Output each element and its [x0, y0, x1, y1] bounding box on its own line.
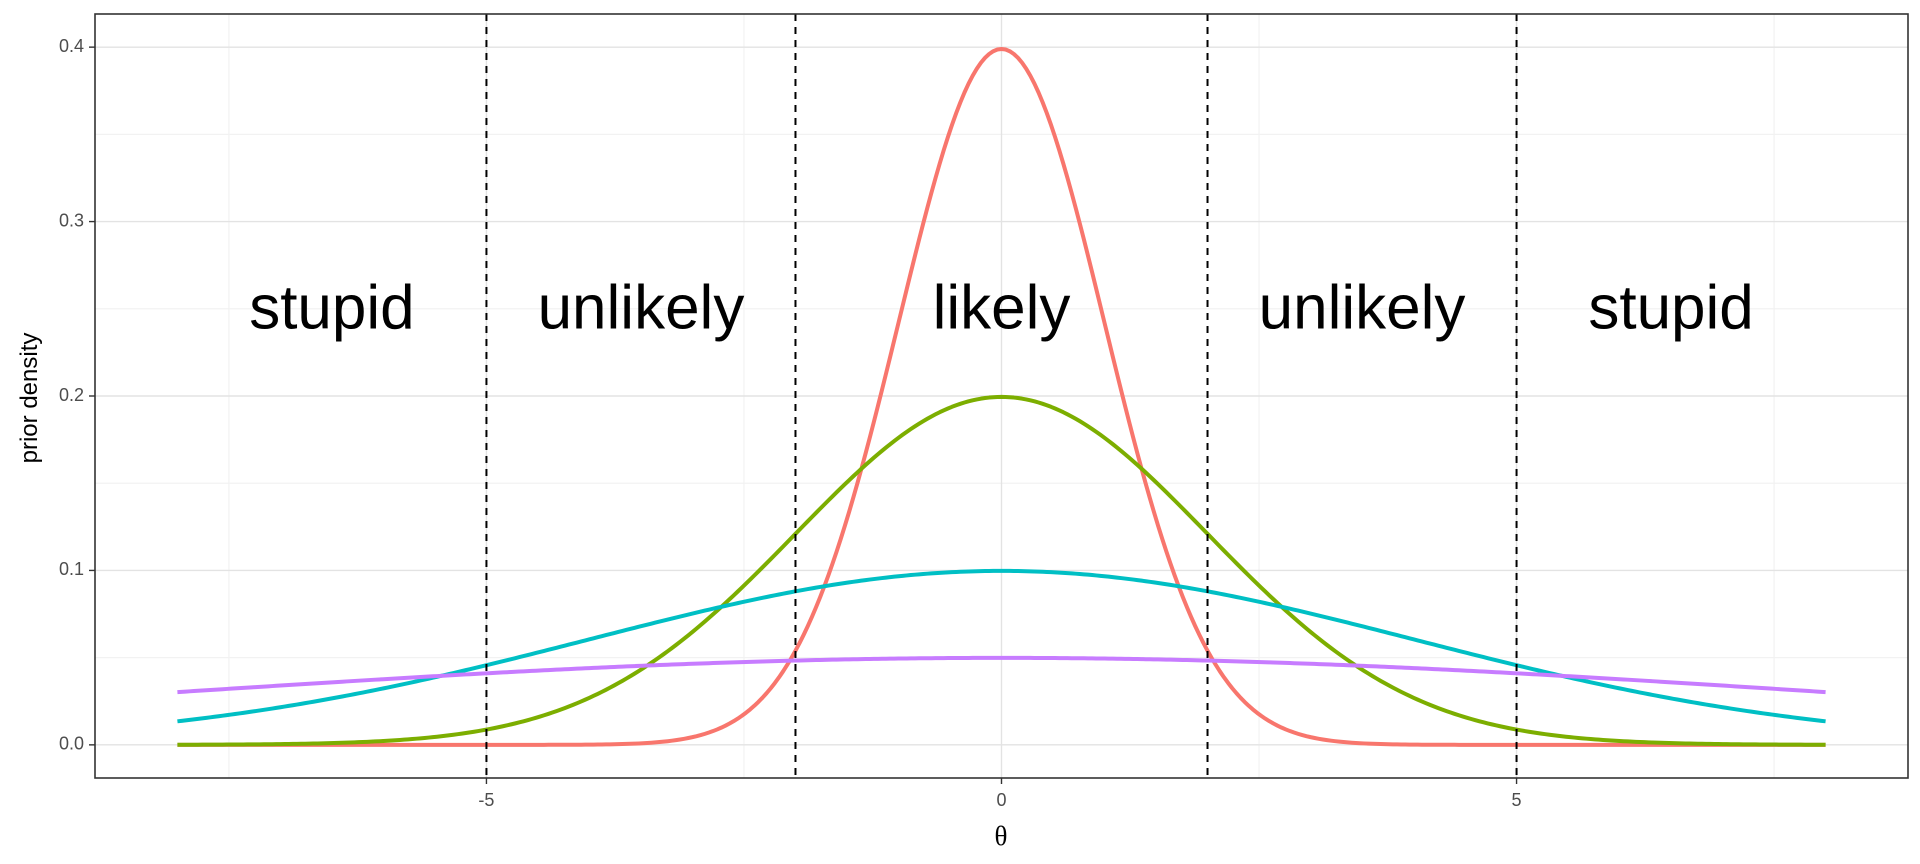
density-curve-sd-2: [177, 394, 1826, 747]
density-curves: [177, 46, 1826, 747]
y-tick-label: 0.3: [59, 210, 84, 230]
x-tick-label: -5: [478, 790, 494, 810]
region-label: stupid: [1588, 274, 1753, 343]
region-label: stupid: [249, 274, 414, 343]
region-label: unlikely: [538, 274, 745, 343]
y-tick-label: 0.1: [59, 559, 84, 579]
density-curve-sd-1: [177, 46, 1826, 747]
axes: -5 0 5 0.0 0.1 0.2 0.3 0.4: [59, 13, 1909, 810]
region-label: likely: [933, 274, 1071, 343]
region-boundaries: [485, 14, 1518, 778]
y-tick-label: 0.0: [59, 734, 84, 754]
x-tick-label: 0: [996, 790, 1006, 810]
x-axis-title: θ: [995, 821, 1008, 851]
y-tick-label: 0.4: [59, 36, 84, 56]
density-curve-sd-8: [177, 655, 1826, 695]
region-label: unlikely: [1259, 274, 1466, 343]
x-tick-label: 5: [1512, 790, 1522, 810]
y-tick-label: 0.2: [59, 385, 84, 405]
region-labels: stupid unlikely likely unlikely stupid: [249, 274, 1754, 343]
y-axis-title: prior density: [16, 333, 43, 464]
